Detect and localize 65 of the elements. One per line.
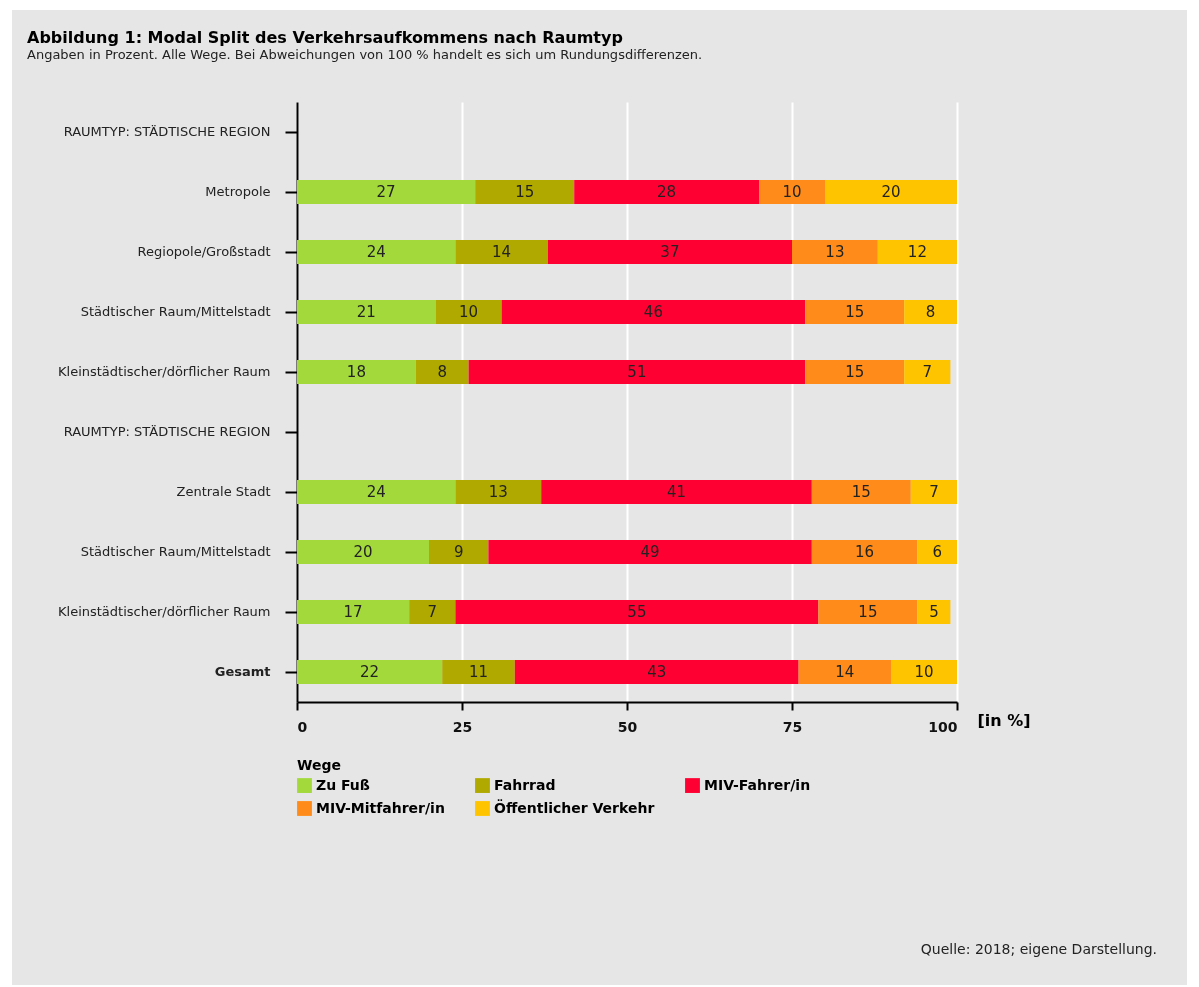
x-tick-label: 100 (928, 718, 958, 735)
data-label: 27 (376, 183, 396, 201)
data-label: 18 (346, 363, 366, 381)
data-label: 51 (627, 363, 647, 381)
data-label: 46 (643, 303, 663, 321)
data-label: 20 (353, 543, 373, 561)
data-label: 14 (835, 663, 855, 681)
legend-label: Zu Fuß (316, 776, 370, 793)
data-label: 17 (343, 603, 363, 621)
x-tick-label: 25 (452, 718, 473, 735)
data-label: 20 (881, 183, 901, 201)
data-label: 22 (360, 663, 380, 681)
data-label: 6 (932, 543, 942, 561)
y-tick-label: Gesamt (214, 664, 271, 679)
data-label: 5 (929, 603, 939, 621)
data-label: 43 (647, 663, 667, 681)
y-tick-label: Kleinstädtischer/dörflicher Raum (58, 364, 271, 379)
x-axis-title: [in %] (977, 710, 1031, 730)
data-label: 15 (858, 603, 878, 621)
data-label: 10 (914, 663, 934, 681)
data-label: 10 (459, 303, 479, 321)
data-label: 9 (453, 543, 464, 561)
data-label: 15 (515, 183, 535, 201)
data-label: 55 (627, 603, 647, 621)
data-label: 7 (929, 483, 939, 501)
data-label: 8 (437, 363, 447, 381)
data-label: 49 (640, 543, 660, 561)
source-note: Quelle: 2018; eigene Darstellung. (920, 941, 1157, 957)
data-label: 24 (366, 243, 386, 261)
data-label: 12 (907, 243, 927, 261)
x-tick-label: 50 (617, 718, 638, 735)
legend-title: Wege (297, 757, 341, 773)
y-tick-label: RAUMTYP: STÄDTISCHE REGION (63, 424, 271, 439)
legend-label: Fahrrad (494, 776, 556, 793)
data-label: 28 (657, 183, 677, 201)
y-tick-label: Kleinstädtischer/dörflicher Raum (58, 604, 271, 619)
data-label: 41 (666, 483, 687, 501)
x-tick-label: 75 (782, 718, 803, 735)
data-label: 15 (845, 363, 865, 381)
y-tick-label: Städtischer Raum/Mittelstadt (80, 544, 271, 559)
y-tick-label: Metropole (205, 184, 271, 199)
y-tick-label: Regiopole/Großstadt (137, 244, 271, 259)
legend-label: Öffentlicher Verkehr (494, 798, 655, 816)
data-label: 8 (925, 303, 936, 321)
data-label: 11 (468, 663, 489, 681)
data-label: 7 (427, 603, 438, 621)
data-label: 10 (782, 183, 802, 201)
data-label: 15 (851, 483, 871, 501)
data-label: 16 (855, 543, 875, 561)
legend-label: MIV-Mitfahrer/in (316, 799, 445, 816)
data-label: 7 (922, 363, 933, 381)
data-label: 21 (356, 303, 376, 321)
y-tick-label: RAUMTYP: STÄDTISCHE REGION (63, 124, 271, 139)
y-tick-label: Städtischer Raum/Mittelstadt (80, 304, 271, 319)
chart-title: Abbildung 1: Modal Split des Verkehrsaufkommens nach Raumtyp (27, 28, 623, 47)
x-tick-label: 0 (297, 718, 308, 735)
data-label: 14 (492, 243, 512, 261)
y-tick-label: Zentrale Stadt (176, 484, 271, 499)
data-label: 15 (845, 303, 865, 321)
chart-subtitle: Angaben in Prozent. Alle Wege. Bei Abweichungen von 100 % handelt es sich um Rundungsdifferenzen. (27, 47, 703, 62)
data-label: 13 (488, 483, 508, 501)
data-label: 24 (366, 483, 386, 501)
data-label: 13 (825, 243, 845, 261)
legend-label: MIV-Fahrer/in (704, 776, 811, 793)
data-label: 37 (660, 243, 680, 261)
